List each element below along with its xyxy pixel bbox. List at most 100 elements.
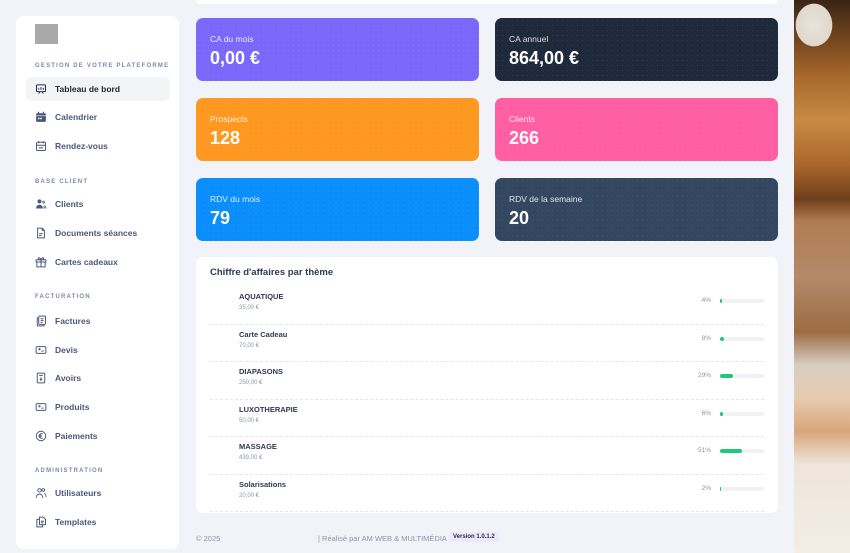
sidebar-item-tableau-de-bord[interactable]: Tableau de bord [26,77,170,101]
theme-percent: 29% [697,372,711,379]
sidebar-item-templates[interactable]: Templates [26,510,170,534]
section-label-base-client: BASE CLIENT [35,179,89,185]
presentation-chart-icon [35,83,47,95]
stat-card-value: 0,00 € [210,48,261,68]
progress-bar-fill [720,336,724,341]
gift-icon [35,256,47,268]
theme-row: Carte Cadeau 70,00 € 8% [210,325,764,362]
stat-card-rdv-mois: RDV du mois 79 [196,178,479,241]
sidebar-item-utilisateurs[interactable]: Utilisateurs [26,481,170,505]
ticket-icon [35,344,47,356]
theme-name: AQUATIQUE [239,292,284,301]
panel-title: Chiffre d'affaires par thème [210,267,334,278]
sidebar-item-cartes-cadeaux[interactable]: Cartes cadeaux [26,250,170,274]
document-icon [35,227,47,239]
sidebar-item-label: Utilisateurs [55,488,102,498]
logo[interactable] [35,24,58,44]
sidebar-item-documents-seances[interactable]: Documents séances [26,221,170,245]
stat-card-clients: Clients 266 [495,98,778,161]
revenue-by-theme-panel: Chiffre d'affaires par thème AQUATIQUE 3… [196,257,778,513]
stat-card-ca-mois: CA du mois 0,00 € [196,18,479,81]
footer-credit[interactable]: | Réalisé par AM WEB & MULTIMÉDIA [318,534,447,543]
sidebar-item-label: Paiements [55,431,98,441]
sidebar-item-avoirs[interactable]: Avoirs [26,366,170,390]
product-icon [35,401,47,413]
section-label-facturation: FACTURATION [35,294,91,300]
stat-card-value: 20 [509,208,530,228]
sidebar-item-label: Clients [55,199,84,209]
stat-card-rdv-semaine: RDV de la semaine 20 [495,178,778,241]
theme-percent: 4% [701,297,711,304]
stat-card-prospects: Prospects 128 [196,98,479,161]
sidebar: GESTION DE VOTRE PLATEFORME Tableau de b… [16,16,179,549]
users-icon [35,198,47,210]
theme-row: MASSAGE 439,00 € 51% [210,437,764,475]
theme-name: MASSAGE [239,442,277,451]
calendar-icon [35,140,47,152]
sidebar-item-produits[interactable]: Produits [26,395,170,419]
sidebar-item-rendez-vous[interactable]: Rendez-vous [26,134,170,158]
theme-amount: 250,00 € [239,380,263,386]
progress-bar-fill [720,449,743,453]
progress-bar [720,449,764,453]
sidebar-item-label: Tableau de bord [55,84,121,94]
sidebar-item-label: Calendrier [55,112,98,122]
stat-card-label: RDV de la semaine [509,194,583,204]
stat-card-label: CA annuel [509,34,549,44]
sidebar-item-calendrier[interactable]: Calendrier [26,105,170,129]
theme-amount: 20,00 € [239,492,260,499]
stat-card-label: Prospects [210,114,248,124]
theme-row: AQUATIQUE 35,00 € 4% [210,287,764,325]
theme-percent: 6% [701,409,711,417]
progress-bar [720,336,764,341]
theme-percent: 51% [697,447,711,454]
stat-card-label: CA du mois [210,34,254,44]
theme-percent: 2% [701,484,711,492]
calendar-filled-icon [35,111,47,123]
theme-amount: 70,00 € [239,342,260,349]
progress-bar [720,374,764,378]
progress-bar-fill [720,486,721,491]
sidebar-item-label: Templates [55,517,97,527]
sidebar-item-label: Devis [55,345,78,355]
progress-bar [720,299,764,303]
theme-row: LUXOTHERAPIE 50,00 € 6% [210,400,764,437]
sidebar-item-label: Produits [55,402,90,412]
stat-card-value: 79 [210,208,231,228]
sidebar-item-devis[interactable]: Devis [26,338,170,362]
footer-copyright: © 2025 [196,534,221,543]
version-badge: Version 1.0.1.2 [449,532,499,542]
progress-bar-fill [720,411,723,416]
theme-name: LUXOTHERAPIE [239,404,298,414]
theme-amount: 35,00 € [239,305,260,311]
stat-card-label: RDV du mois [210,194,261,204]
sidebar-item-label: Documents séances [55,228,138,238]
progress-bar-fill [720,299,722,303]
stat-card-label: Clients [509,114,535,124]
copy-icon [35,516,47,528]
stat-card-value: 864,00 € [509,48,580,68]
theme-name: Solarisations [239,479,287,489]
progress-bar [720,411,764,416]
theme-percent: 8% [701,334,711,342]
spa-background-photo [794,0,850,553]
invoice-stack-icon [35,315,47,327]
progress-bar [720,486,764,491]
sidebar-item-label: Factures [55,316,91,326]
section-label-administration: ADMINISTRATION [35,468,104,474]
top-header-card [196,0,778,4]
stat-card-value: 266 [509,128,540,148]
euro-circle-icon [35,430,47,442]
sidebar-item-paiements[interactable]: Paiements [26,424,170,448]
sidebar-item-label: Cartes cadeaux [55,257,118,267]
theme-amount: 50,00 € [239,417,260,424]
user-group-icon [35,487,47,499]
stat-card-value: 128 [210,128,241,148]
sidebar-item-factures[interactable]: Factures [26,309,170,333]
theme-name: DIAPASONS [239,367,284,376]
theme-row: DIAPASONS 250,00 € 29% [210,362,764,400]
theme-amount: 439,00 € [239,455,263,461]
receipt-icon [35,372,47,384]
theme-name: Carte Cadeau [239,329,288,339]
sidebar-item-clients[interactable]: Clients [26,192,170,216]
